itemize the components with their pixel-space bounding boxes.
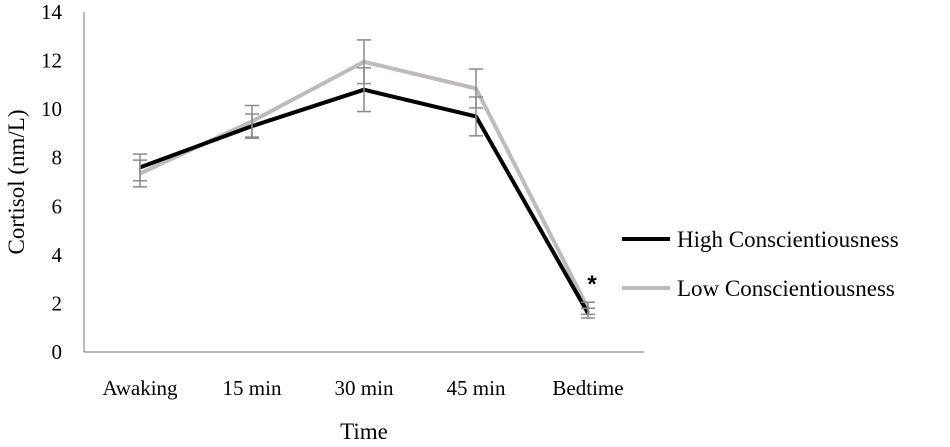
x-tick-label: 45 min (447, 376, 506, 400)
y-tick-label: 12 (41, 49, 62, 73)
legend-item: Low Conscientiousness (622, 276, 895, 301)
error-bar (245, 104, 259, 138)
y-tick-label: 2 (52, 291, 63, 315)
y-tick-label: 4 (52, 243, 63, 267)
y-tick-label: 6 (52, 194, 63, 218)
axes (83, 12, 644, 353)
legend-label: High Conscientiousness (677, 227, 899, 252)
y-tick-label: 10 (41, 97, 62, 121)
x-tick-labels: Awaking 15 min 30 min 45 min Bedtime (102, 376, 623, 400)
error-bar (469, 68, 483, 109)
y-tick-label: 14 (41, 0, 63, 24)
legend-item: High Conscientiousness (622, 227, 899, 252)
x-tick-label: 30 min (335, 376, 394, 400)
series-line (139, 87, 590, 315)
y-tick-label: 8 (52, 146, 63, 170)
legend-label: Low Conscientiousness (677, 276, 895, 301)
legend: High Conscientiousness Low Conscientiousn… (622, 227, 899, 301)
y-axis-title: Cortisol (nm/L) (4, 109, 29, 254)
x-tick-label: Bedtime (552, 376, 623, 400)
y-tick-label: 0 (52, 340, 63, 364)
error-bar (581, 301, 595, 316)
error-bar (357, 39, 371, 85)
error-bars (133, 39, 595, 319)
x-tick-label: Awaking (102, 376, 178, 400)
x-tick-label: 15 min (223, 376, 282, 400)
x-axis-title: Time (340, 419, 388, 444)
y-tick-labels: 0 2 4 6 8 10 12 14 (41, 0, 63, 364)
error-bar (133, 159, 147, 188)
annotations: * (587, 271, 597, 298)
significance-marker: * (587, 271, 597, 298)
